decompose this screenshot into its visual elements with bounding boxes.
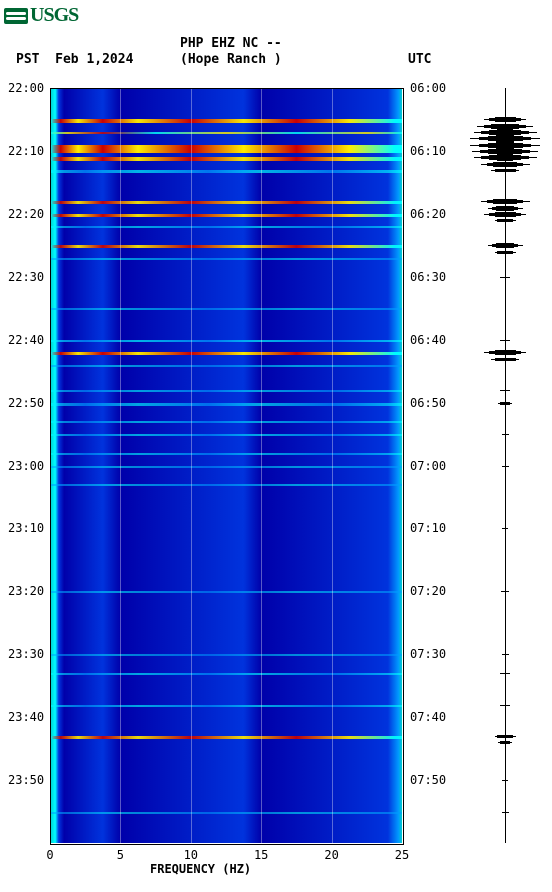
spectrogram-plot [50,88,402,843]
left-time-tick: 23:30 [8,647,44,661]
x-tick: 10 [184,848,198,862]
spectrogram-canvas [50,88,402,843]
left-time-tick: 22:10 [8,144,44,158]
x-tick: 15 [254,848,268,862]
right-time-tick: 07:10 [410,521,446,535]
x-tick: 20 [324,848,338,862]
left-time-tick: 22:40 [8,333,44,347]
x-tick: 25 [395,848,409,862]
usgs-logo: USGS [4,4,78,27]
right-time-tick: 06:10 [410,144,446,158]
left-time-tick: 23:50 [8,773,44,787]
left-tz-date: PST Feb 1,2024 [16,52,133,67]
logo-text: USGS [30,4,78,26]
date-label: Feb 1,2024 [55,52,133,67]
left-time-tick: 22:30 [8,270,44,284]
right-time-tick: 07:00 [410,459,446,473]
left-time-tick: 23:00 [8,459,44,473]
right-time-tick: 07:30 [410,647,446,661]
left-time-tick: 23:10 [8,521,44,535]
waveform-trace [470,88,540,843]
logo-wave-icon [4,8,28,24]
tz-right-label: UTC [408,52,431,67]
right-time-tick: 07:50 [410,773,446,787]
x-axis-label: FREQUENCY (HZ) [150,862,251,876]
left-time-tick: 23:40 [8,710,44,724]
tz-left-label: PST [16,52,39,67]
left-time-tick: 22:20 [8,207,44,221]
station-title: PHP EHZ NC -- [180,36,282,51]
station-subtitle: (Hope Ranch ) [180,52,282,67]
right-time-tick: 06:40 [410,333,446,347]
x-tick: 0 [46,848,53,862]
left-time-tick: 22:00 [8,81,44,95]
right-time-tick: 06:00 [410,81,446,95]
right-time-tick: 07:20 [410,584,446,598]
right-time-tick: 06:50 [410,396,446,410]
left-time-tick: 23:20 [8,584,44,598]
right-time-tick: 07:40 [410,710,446,724]
right-time-tick: 06:30 [410,270,446,284]
right-time-tick: 06:20 [410,207,446,221]
x-tick: 5 [117,848,124,862]
left-time-tick: 22:50 [8,396,44,410]
